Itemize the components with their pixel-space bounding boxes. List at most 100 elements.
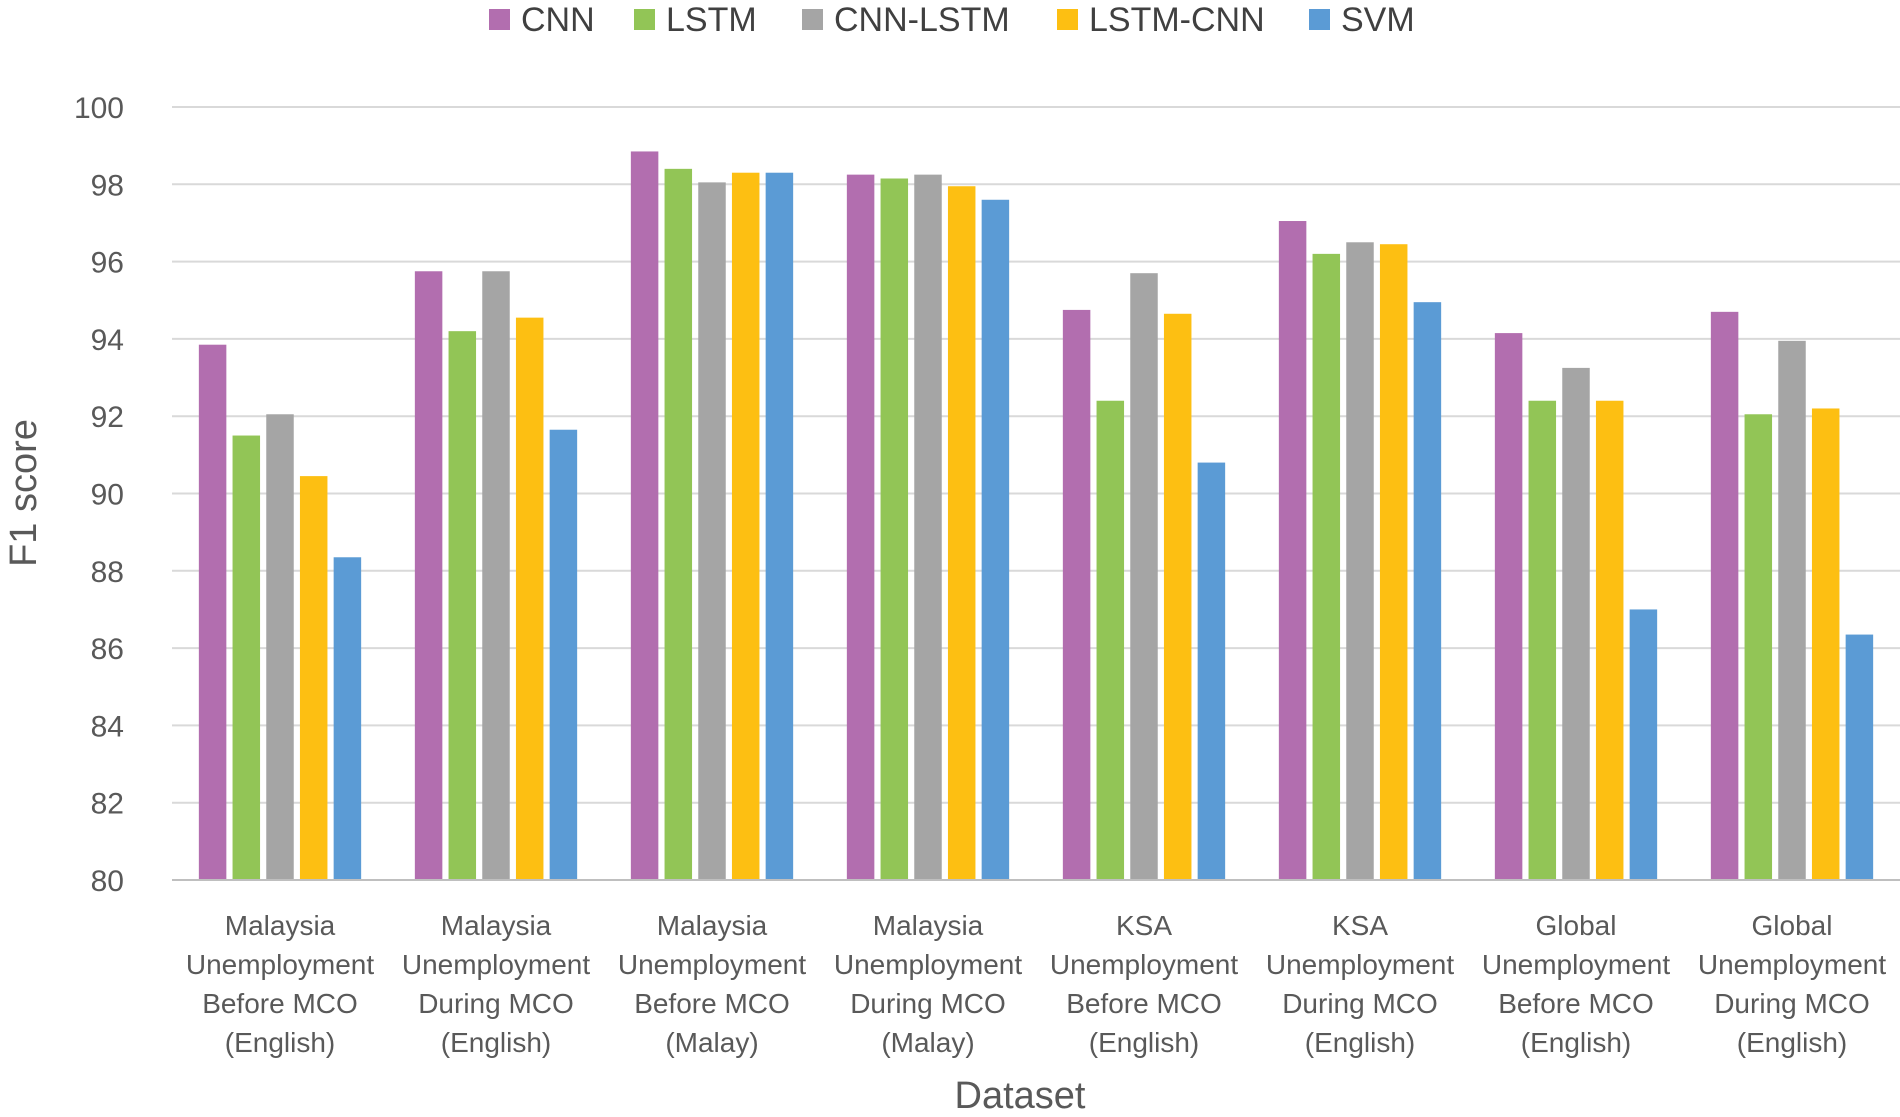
bar-cnn-lstm — [266, 414, 294, 880]
x-tick-label: Unemployment — [186, 949, 375, 980]
x-tick-label: (English) — [1521, 1027, 1631, 1058]
legend-label-lstm: LSTM — [666, 1, 757, 39]
legend-swatch-svm — [1309, 9, 1330, 30]
bar-cnn — [1062, 309, 1091, 880]
bar-lstm-cnn — [731, 172, 760, 880]
bar-lstm — [880, 178, 909, 880]
bar-cnn-lstm — [1562, 367, 1590, 880]
bar-cnn — [198, 344, 227, 880]
x-tick-label: (English) — [441, 1027, 551, 1058]
y-tick-label: 84 — [91, 710, 124, 743]
bar-cnn-lstm — [1346, 242, 1374, 880]
x-tick-label: Unemployment — [1050, 949, 1239, 980]
x-tick-label: Before MCO — [634, 988, 790, 1019]
x-tick-label: KSA — [1332, 910, 1388, 941]
y-tick-label: 80 — [91, 865, 124, 898]
bar-lstm-cnn — [947, 186, 976, 881]
x-tick-label: Unemployment — [1266, 949, 1455, 980]
legend-label-lstm-cnn: LSTM-CNN — [1089, 1, 1265, 39]
bar-cnn-lstm — [698, 182, 726, 880]
legend-swatch-lstm — [634, 9, 655, 30]
bar-svm — [981, 199, 1010, 880]
x-tick-label: (English) — [225, 1027, 335, 1058]
bar-svm — [765, 172, 794, 880]
bar-cnn — [630, 151, 659, 880]
x-tick-label: Malaysia — [225, 910, 336, 941]
bar-lstm-cnn — [1163, 313, 1192, 880]
y-tick-label: 90 — [91, 479, 124, 512]
y-tick-label: 92 — [91, 401, 124, 434]
x-axis-title: Dataset — [955, 1075, 1086, 1117]
bar-cnn — [1494, 333, 1523, 881]
y-tick-label: 94 — [91, 324, 124, 357]
x-tick-label: Global — [1752, 910, 1833, 941]
x-tick-label: Malaysia — [657, 910, 768, 941]
x-tick-label: Unemployment — [1698, 949, 1887, 980]
bar-cnn-lstm — [482, 271, 510, 880]
x-tick-label: Malaysia — [873, 910, 984, 941]
x-tick-label: (English) — [1089, 1027, 1199, 1058]
bar-lstm — [1744, 414, 1773, 880]
legend-swatch-cnn — [489, 9, 510, 30]
x-tick-label: During MCO — [1714, 988, 1870, 1019]
x-tick-label: Before MCO — [202, 988, 358, 1019]
bar-lstm — [232, 435, 261, 880]
x-tick-label: KSA — [1116, 910, 1172, 941]
x-tick-label: Unemployment — [402, 949, 591, 980]
legend-label-cnn: CNN — [521, 1, 595, 39]
axes: 80 82 84 86 88 90 92 94 96 98 100 Malaysia Unemploym… — [74, 92, 1900, 1058]
bar-lstm — [1096, 400, 1125, 880]
x-tick-label: Before MCO — [1066, 988, 1222, 1019]
legend-swatch-lstm-cnn — [1057, 9, 1078, 30]
x-tick-label: During MCO — [850, 988, 1006, 1019]
y-tick-label: 88 — [91, 556, 124, 589]
x-tick-label: (Malay) — [881, 1027, 974, 1058]
y-tick-label: 100 — [74, 92, 124, 125]
y-tick-label: 96 — [91, 247, 124, 280]
bar-svm — [549, 429, 578, 880]
bar-svm — [333, 557, 362, 880]
bar-cnn — [1710, 311, 1739, 881]
x-tick-label: Unemployment — [618, 949, 807, 980]
bar-cnn — [1278, 221, 1307, 880]
y-tick-label: 98 — [91, 169, 124, 202]
bar-lstm-cnn — [1595, 400, 1624, 880]
bar-lstm — [448, 331, 477, 880]
x-tick-label: During MCO — [418, 988, 574, 1019]
bar-lstm — [1528, 400, 1557, 880]
x-tick-label: Unemployment — [834, 949, 1023, 980]
x-tick-label: Before MCO — [1498, 988, 1654, 1019]
bar-svm — [1413, 302, 1442, 880]
bar-lstm-cnn — [1379, 244, 1408, 880]
x-tick-label: (English) — [1305, 1027, 1415, 1058]
bar-cnn-lstm — [1130, 273, 1158, 880]
legend: CNN LSTM CNN-LSTM LSTM-CNN SVM — [489, 1, 1415, 39]
legend-label-cnn-lstm: CNN-LSTM — [834, 1, 1010, 39]
legend-label-svm: SVM — [1341, 1, 1415, 39]
bar-cnn-lstm — [914, 174, 942, 880]
legend-swatch-cnn-lstm — [802, 9, 823, 30]
bar-lstm — [1312, 253, 1341, 880]
bar-lstm-cnn — [1811, 408, 1840, 880]
bar-cnn-lstm — [1778, 340, 1806, 881]
x-tick-label: During MCO — [1282, 988, 1438, 1019]
x-tick-label: Unemployment — [1482, 949, 1671, 980]
x-tick-label: (English) — [1737, 1027, 1847, 1058]
y-axis-title: F1 score — [3, 419, 45, 567]
bar-lstm-cnn — [299, 476, 328, 880]
x-tick-label: Malaysia — [441, 910, 552, 941]
y-tick-label: 86 — [91, 633, 124, 666]
bar-lstm-cnn — [515, 317, 544, 880]
bars — [198, 151, 1874, 881]
y-tick-label: 82 — [91, 788, 124, 821]
bar-svm — [1845, 634, 1874, 880]
bar-cnn — [414, 271, 443, 880]
bar-cnn — [846, 174, 875, 880]
x-tick-label: Global — [1536, 910, 1617, 941]
bar-svm — [1197, 462, 1226, 880]
bar-lstm — [664, 168, 693, 881]
x-tick-label: (Malay) — [665, 1027, 758, 1058]
bar-svm — [1629, 609, 1658, 880]
